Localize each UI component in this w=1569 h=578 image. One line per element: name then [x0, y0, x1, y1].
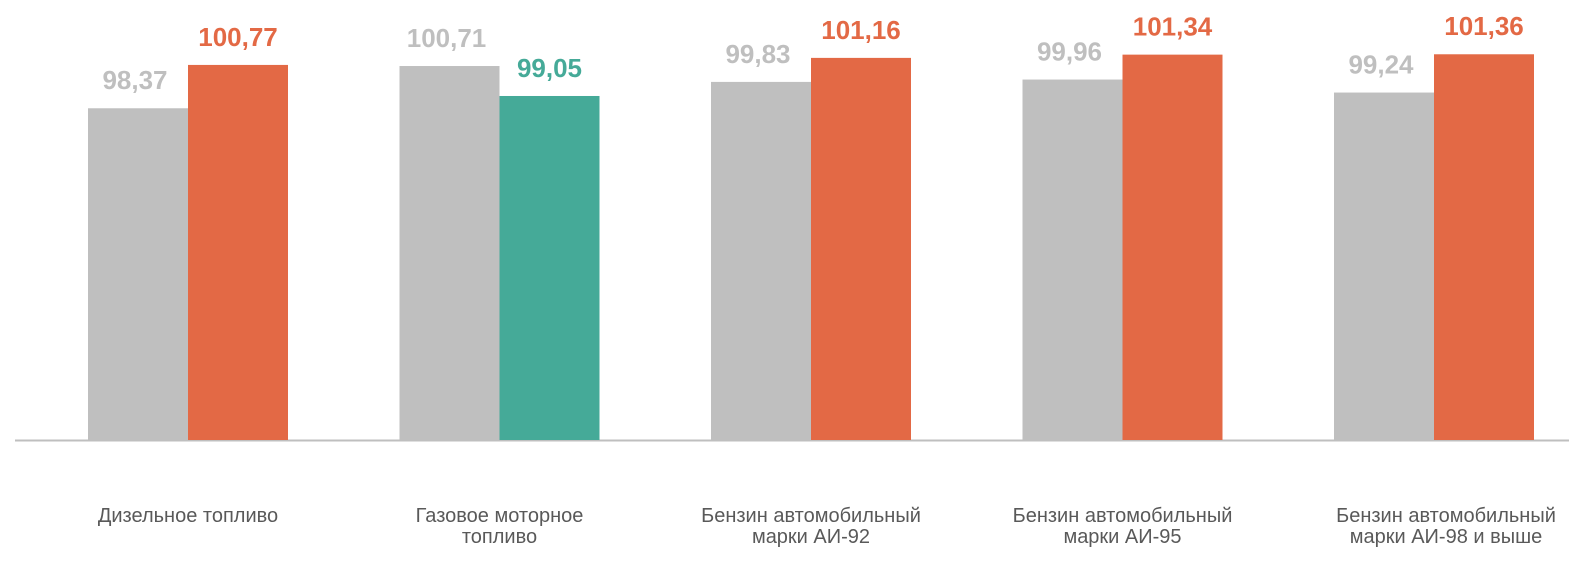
category-label: Газовое моторное топливо — [415, 505, 584, 548]
category-label: Бензин автомобильный марки АИ-92 — [701, 505, 921, 548]
bar — [188, 64, 288, 441]
value-label: 99,96 — [1037, 36, 1102, 66]
value-label: 99,24 — [1348, 49, 1414, 79]
bar — [499, 95, 600, 441]
bar — [1334, 92, 1434, 440]
bar — [399, 66, 500, 441]
bar — [1434, 54, 1534, 441]
category-label: Бензин автомобильный марки АИ-98 и выше — [1336, 505, 1556, 548]
bar — [1022, 79, 1123, 440]
bar — [811, 57, 911, 440]
value-label: 99,83 — [725, 39, 790, 69]
value-label: 101,36 — [1444, 11, 1524, 41]
value-label: 100,71 — [407, 23, 487, 53]
value-label: 99,05 — [517, 53, 582, 83]
bar — [711, 81, 811, 440]
value-label: 101,34 — [1133, 12, 1213, 42]
value-label: 98,37 — [102, 65, 167, 95]
value-label: 100,77 — [198, 22, 278, 52]
bar — [1122, 54, 1223, 441]
value-label: 101,16 — [821, 15, 901, 45]
category-label: Дизельное топливо — [97, 505, 279, 527]
category-label: Бензин автомобильный марки АИ-95 — [1012, 505, 1233, 548]
bar — [88, 108, 188, 440]
